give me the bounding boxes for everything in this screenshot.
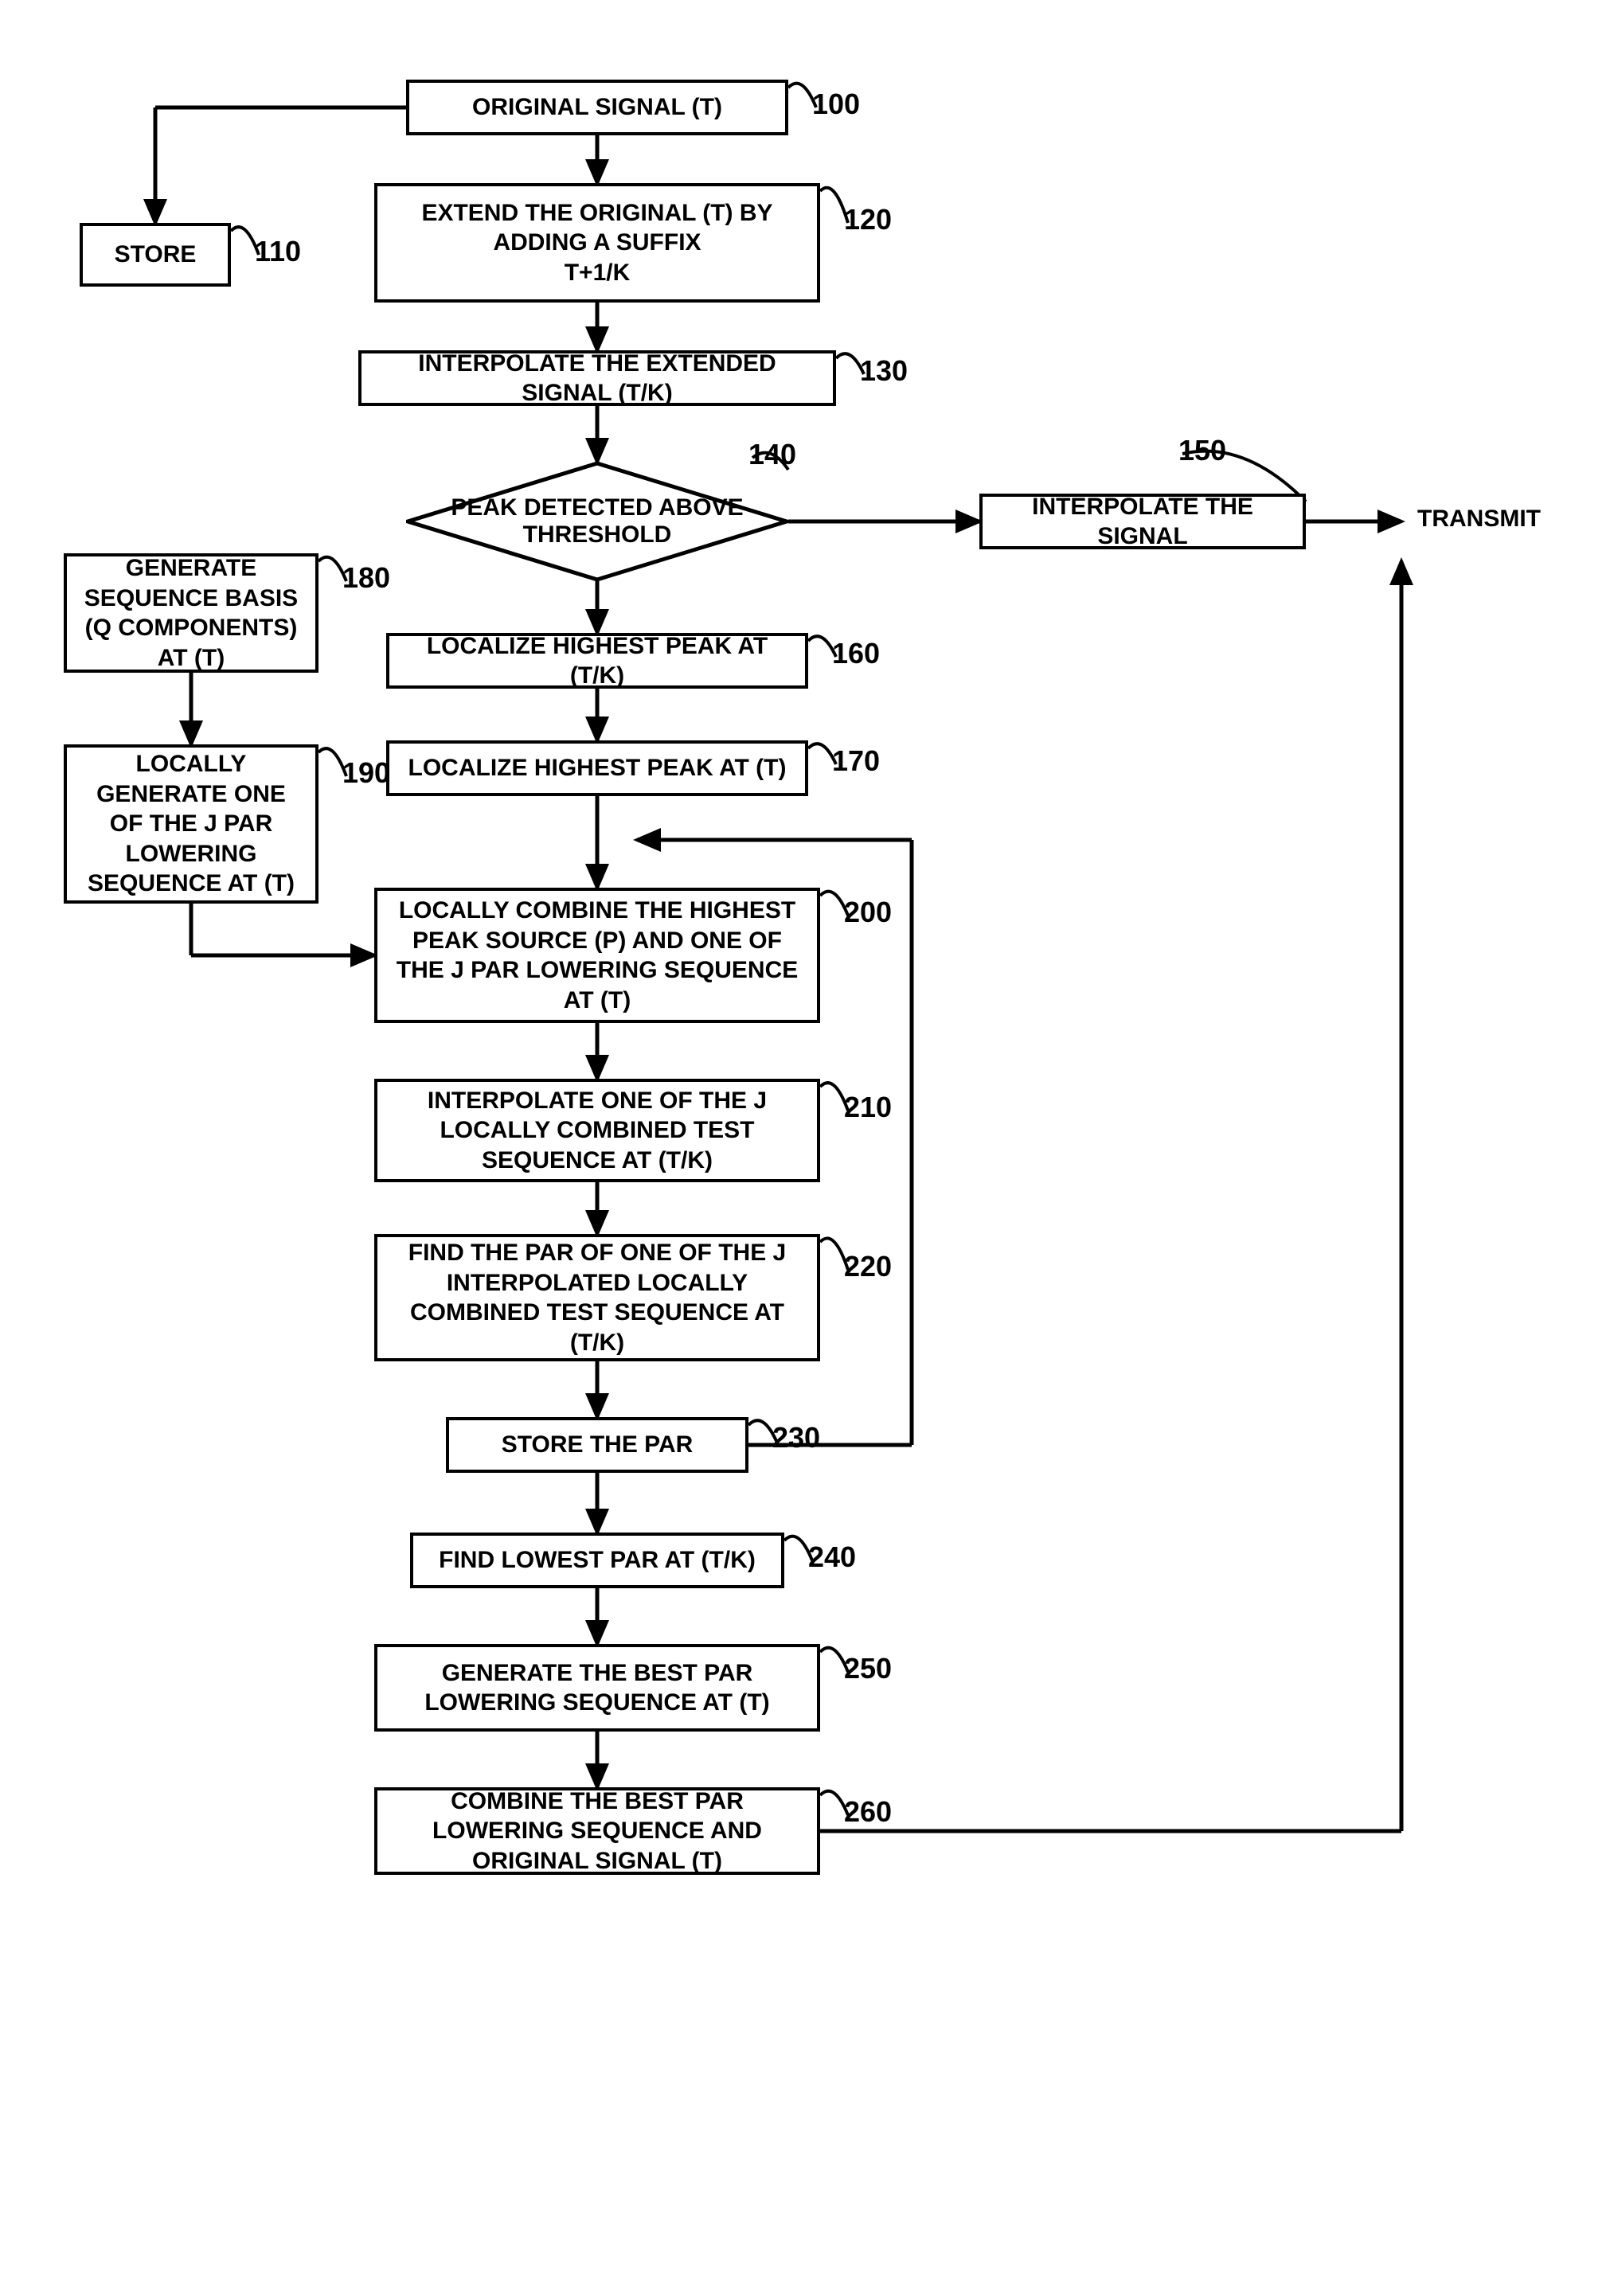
ref-260: 260 bbox=[844, 1795, 892, 1829]
ref-180: 180 bbox=[342, 561, 390, 595]
process-n260: COMBINE THE BEST PAR LOWERING SEQUENCE A… bbox=[374, 1787, 820, 1875]
ref-220: 220 bbox=[844, 1250, 892, 1283]
transmit-label: TRANSMIT bbox=[1417, 506, 1541, 533]
ref-240: 240 bbox=[808, 1540, 856, 1574]
process-n210: INTERPOLATE ONE OF THE J LOCALLY COMBINE… bbox=[374, 1079, 820, 1182]
process-n150: INTERPOLATE THE SIGNAL bbox=[979, 494, 1306, 549]
process-n190: LOCALLY GENERATE ONE OF THE J PAR LOWERI… bbox=[64, 744, 318, 904]
process-n110: STORE bbox=[80, 223, 231, 287]
process-n170: LOCALIZE HIGHEST PEAK AT (T) bbox=[386, 740, 808, 796]
ref-160: 160 bbox=[832, 637, 880, 670]
process-n240: FIND LOWEST PAR AT (T/K) bbox=[410, 1533, 784, 1588]
process-n120: EXTEND THE ORIGINAL (T) BY ADDING A SUFF… bbox=[374, 183, 820, 303]
process-n220: FIND THE PAR OF ONE OF THE J INTERPOLATE… bbox=[374, 1234, 820, 1361]
flowchart-canvas: ORIGINAL SIGNAL (T) 100 STORE 110 EXTEND THE… bbox=[32, 32, 1578, 2264]
decision-peak-detected: PEAK DETECTED ABOVE THRESHOLD bbox=[406, 462, 788, 581]
decision-label: PEAK DETECTED ABOVE THRESHOLD bbox=[406, 462, 788, 581]
process-n160: LOCALIZE HIGHEST PEAK AT (T/K) bbox=[386, 633, 808, 689]
ref-230: 230 bbox=[772, 1421, 820, 1455]
ref-200: 200 bbox=[844, 896, 892, 929]
ref-130: 130 bbox=[860, 354, 908, 388]
process-n250: GENERATE THE BEST PAR LOWERING SEQUENCE … bbox=[374, 1644, 820, 1732]
ref-100: 100 bbox=[812, 88, 860, 121]
ref-210: 210 bbox=[844, 1091, 892, 1124]
ref-170: 170 bbox=[832, 744, 880, 778]
ref-110: 110 bbox=[255, 235, 301, 268]
process-n200: LOCALLY COMBINE THE HIGHEST PEAK SOURCE … bbox=[374, 888, 820, 1023]
ref-150: 150 bbox=[1178, 434, 1226, 467]
process-n130: INTERPOLATE THE EXTENDED SIGNAL (T/K) bbox=[358, 350, 836, 406]
process-n230: STORE THE PAR bbox=[446, 1417, 748, 1473]
ref-250: 250 bbox=[844, 1652, 892, 1685]
process-n100: ORIGINAL SIGNAL (T) bbox=[406, 80, 788, 135]
ref-140: 140 bbox=[748, 438, 796, 471]
ref-190: 190 bbox=[342, 756, 390, 790]
process-n180: GENERATE SEQUENCE BASIS (Q COMPONENTS) A… bbox=[64, 553, 318, 673]
ref-120: 120 bbox=[844, 203, 892, 236]
